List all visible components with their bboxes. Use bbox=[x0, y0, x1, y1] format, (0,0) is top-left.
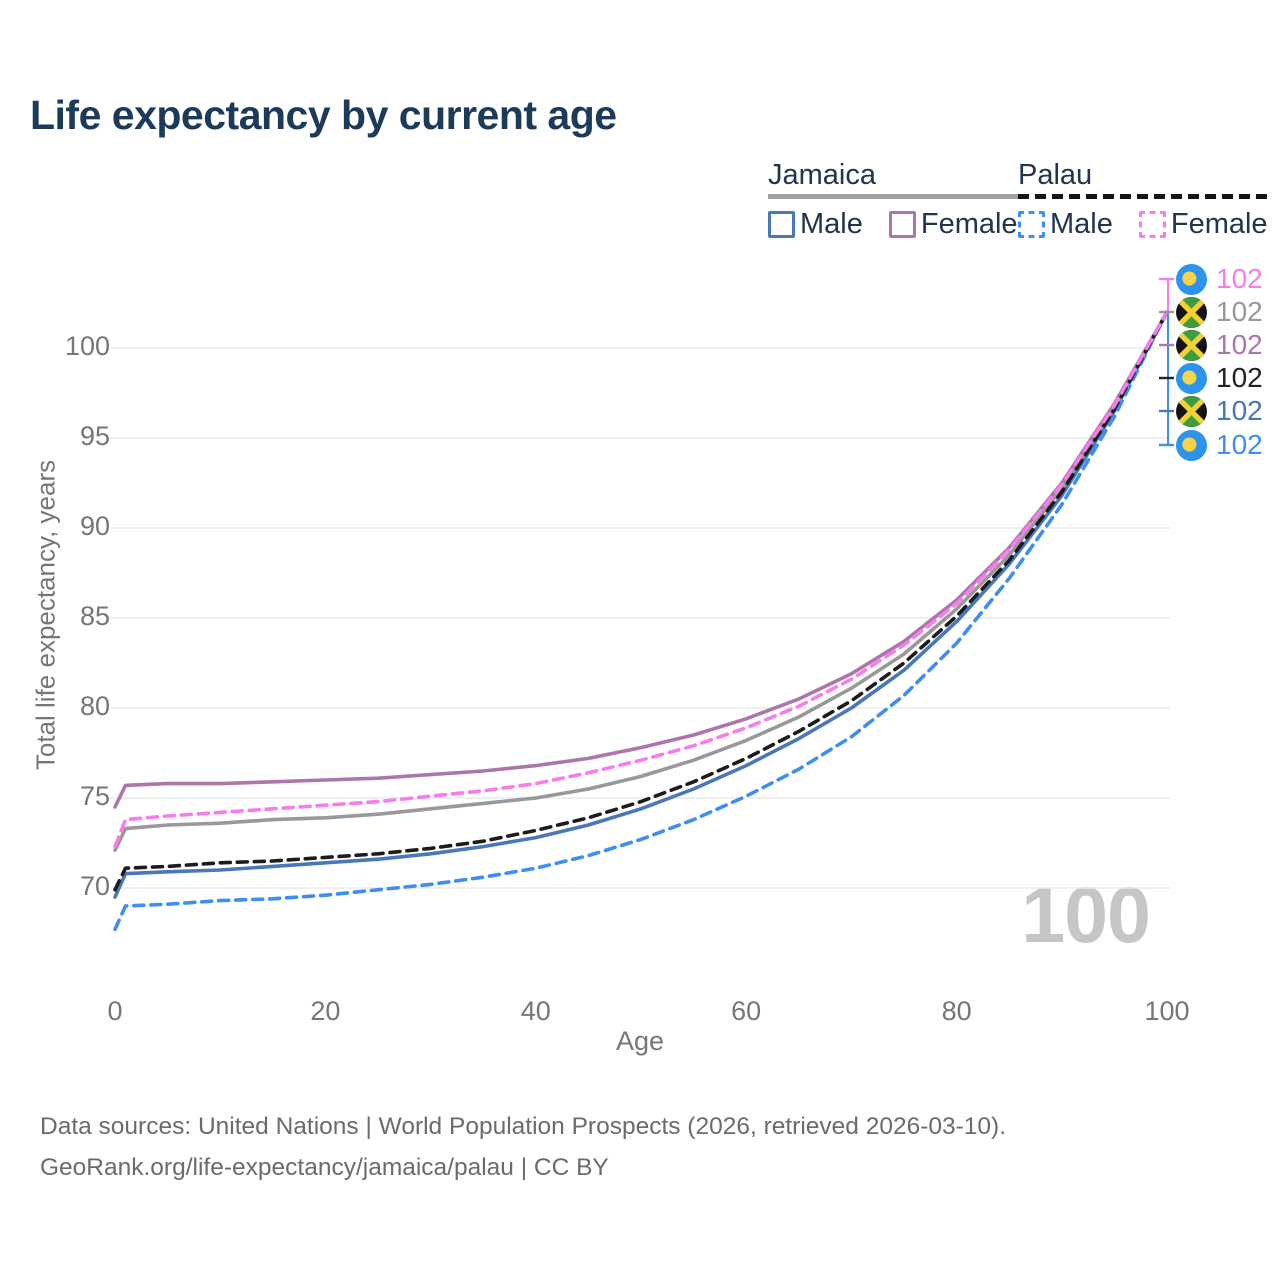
legend-checkbox-icon[interactable] bbox=[888, 211, 916, 238]
x-tick-label-60: 60 bbox=[731, 996, 762, 1026]
end-label-jamaica-both-sexes: 102 bbox=[1176, 295, 1263, 329]
legend-item-jamaica-female[interactable]: Female bbox=[888, 208, 1018, 241]
x-tick-label-100: 100 bbox=[1144, 996, 1190, 1026]
legend-item-label: Female bbox=[920, 208, 1018, 240]
end-label-palau-male: 102 bbox=[1176, 428, 1263, 462]
footer: Data sources: United Nations | World Pop… bbox=[40, 1106, 1006, 1188]
legend-country-palau[interactable]: Palau bbox=[1018, 159, 1093, 191]
y-tick-label-75: 75 bbox=[79, 781, 110, 811]
legend-checkbox-icon[interactable] bbox=[1138, 211, 1166, 238]
palau-flag-icon bbox=[1176, 429, 1207, 461]
x-axis-title: Age bbox=[615, 1026, 665, 1056]
jamaica-flag-icon bbox=[1176, 395, 1207, 427]
legend-item-label: Male bbox=[1050, 208, 1113, 240]
x-tick-label-0: 0 bbox=[107, 996, 123, 1026]
jamaica-line-style-swatch bbox=[768, 194, 1018, 199]
series-line-palau-male[interactable] bbox=[113, 310, 1169, 932]
y-tick-label-90: 90 bbox=[79, 511, 110, 541]
legend-checkbox-icon[interactable] bbox=[768, 211, 795, 238]
palau-line-style-swatch bbox=[1018, 194, 1268, 199]
end-label-value: 102 bbox=[1216, 362, 1263, 393]
end-label-jamaica-male: 102 bbox=[1176, 394, 1263, 428]
hovered-age-watermark: 100 bbox=[1021, 870, 1151, 959]
end-label-jamaica-female: 102 bbox=[1176, 328, 1263, 362]
end-label-value: 102 bbox=[1216, 263, 1263, 294]
end-label-palau-both-sexes: 102 bbox=[1176, 361, 1263, 395]
series-line-palau-female[interactable] bbox=[113, 310, 1169, 849]
y-tick-label-95: 95 bbox=[79, 421, 110, 451]
y-tick-label-70: 70 bbox=[79, 871, 110, 901]
data-sources-line: Data sources: United Nations | World Pop… bbox=[40, 1113, 1007, 1140]
end-label-value: 102 bbox=[1216, 329, 1263, 360]
x-tick-label-80: 80 bbox=[941, 996, 972, 1026]
legend-group-jamaica: Jamaica Male Female bbox=[768, 160, 1018, 241]
end-label-value: 102 bbox=[1216, 429, 1263, 460]
x-tick-label-20: 20 bbox=[310, 996, 341, 1026]
y-tick-label-80: 80 bbox=[79, 691, 110, 721]
palau-flag-icon bbox=[1176, 263, 1207, 295]
jamaica-flag-icon bbox=[1176, 296, 1207, 328]
legend-item-palau-male[interactable]: Male bbox=[1018, 208, 1113, 241]
y-tick-label-85: 85 bbox=[79, 601, 110, 631]
legend-item-palau-female[interactable]: Female bbox=[1138, 208, 1268, 241]
page-title: Life expectancy by current age bbox=[30, 92, 617, 138]
series-line-jamaica-female[interactable] bbox=[113, 310, 1169, 809]
legend-item-jamaica-male[interactable]: Male bbox=[768, 208, 863, 241]
series-line-jamaica-male[interactable] bbox=[113, 310, 1169, 899]
end-label-value: 102 bbox=[1216, 395, 1263, 426]
jamaica-flag-icon bbox=[1176, 329, 1207, 361]
legend-country-jamaica[interactable]: Jamaica bbox=[768, 159, 876, 191]
legend-item-label: Male bbox=[800, 208, 863, 240]
y-tick-label-100: 100 bbox=[64, 331, 110, 361]
legend-group-palau: Palau Male Female bbox=[1018, 160, 1268, 241]
series-line-jamaica-both-sexes[interactable] bbox=[113, 310, 1169, 853]
end-label-palau-female: 102 bbox=[1176, 262, 1263, 296]
palau-flag-icon bbox=[1176, 362, 1207, 394]
x-tick-label-40: 40 bbox=[520, 996, 551, 1026]
legend-checkbox-icon[interactable] bbox=[1018, 211, 1045, 238]
legend-item-label: Female bbox=[1170, 208, 1268, 240]
attribution-line: GeoRank.org/life-expectancy/jamaica/pala… bbox=[40, 1154, 609, 1181]
end-label-value: 102 bbox=[1216, 296, 1263, 327]
series-line-palau-both-sexes[interactable] bbox=[113, 310, 1169, 892]
